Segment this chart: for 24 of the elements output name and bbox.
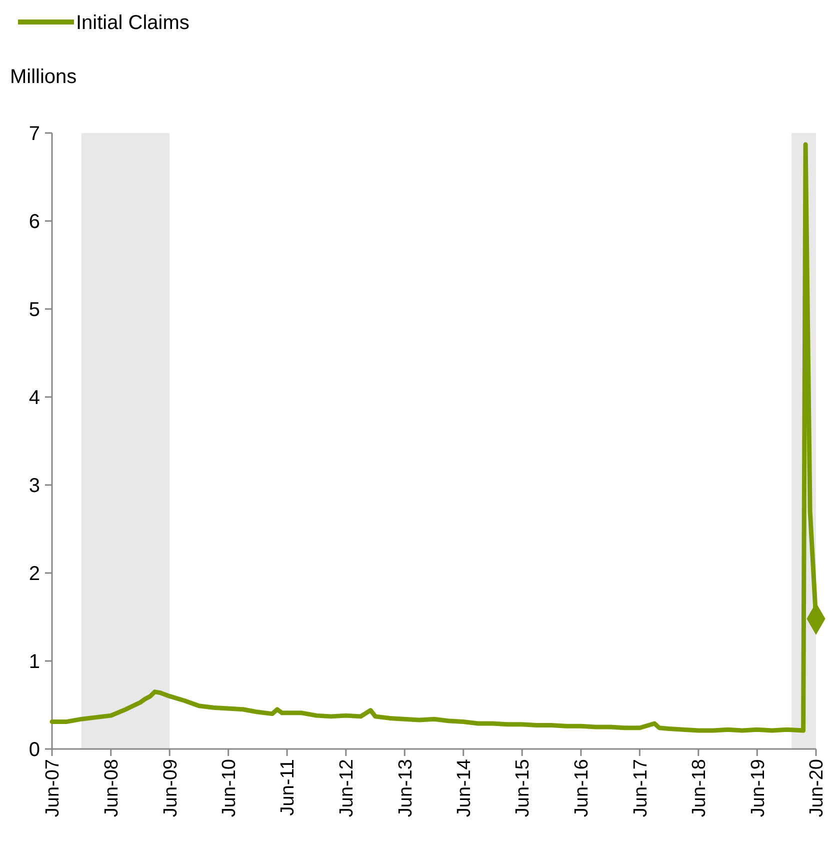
x-tick-label: Jun-10: [218, 759, 240, 818]
y-tick-label: 1: [28, 651, 40, 673]
x-tick-label: Jun-11: [278, 759, 299, 816]
x-tick-label: Jun-07: [42, 759, 64, 818]
y-tick-label: 6: [28, 211, 40, 233]
x-tick-label: Jun-12: [336, 759, 358, 818]
x-tick-label: Jun-14: [454, 758, 476, 818]
x-tick-label: Jun-08: [102, 759, 123, 818]
x-tick-label: Jun-16: [572, 759, 593, 818]
y-tick-label: 7: [28, 123, 40, 145]
y-tick-label: 4: [28, 387, 40, 409]
x-tick-label: Jun-09: [160, 759, 182, 818]
y-tick-label: 5: [28, 299, 40, 321]
x-tick-label: Jun-20: [806, 759, 828, 818]
x-tick-label: Jun-13: [395, 759, 416, 818]
y-tick-label: 0: [28, 739, 40, 761]
x-tick-label: Jun-18: [689, 759, 710, 818]
x-tick-label: Jun-17: [630, 759, 652, 818]
y-axis-title: Millions: [10, 66, 77, 88]
legend-label: Initial Claims: [76, 12, 190, 34]
y-tick-label: 3: [28, 475, 40, 497]
x-tick-label: Jun-19: [748, 759, 769, 818]
x-tick-label: Jun-15: [512, 759, 534, 818]
y-tick-label: 2: [28, 563, 40, 585]
